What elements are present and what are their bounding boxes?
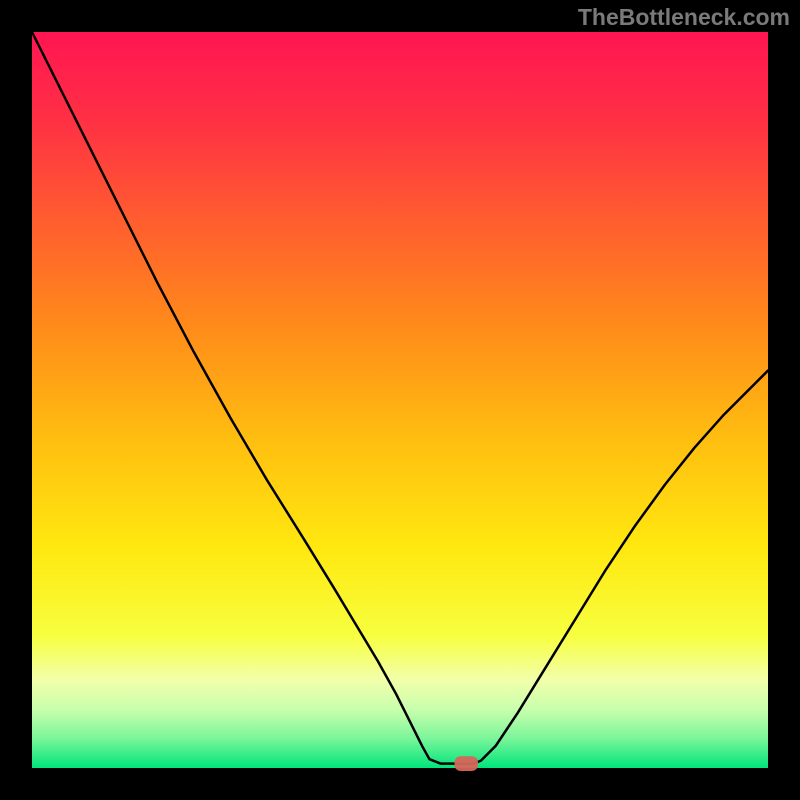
chart-container: TheBottleneck.com bbox=[0, 0, 800, 800]
bottleneck-chart bbox=[0, 0, 800, 800]
optimum-marker bbox=[454, 756, 478, 771]
plot-background bbox=[32, 32, 768, 768]
watermark-text: TheBottleneck.com bbox=[578, 4, 790, 31]
